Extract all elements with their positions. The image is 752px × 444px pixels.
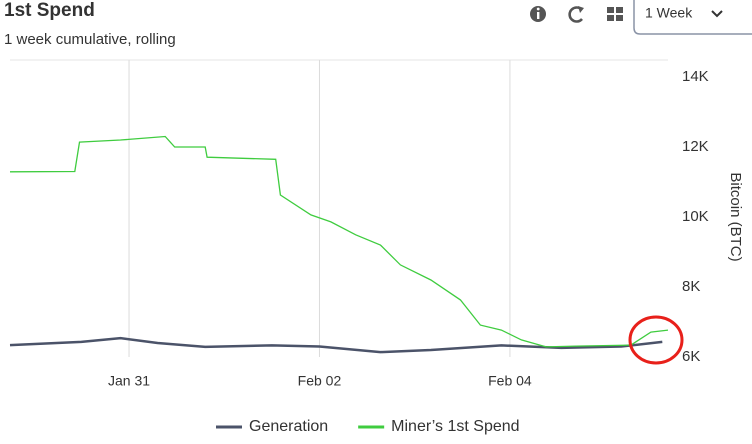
refresh-icon[interactable] [568,6,584,23]
y-tick-label: 14K [682,68,709,85]
chart-title: 1st Spend [4,0,95,21]
x-tick-label: Feb 04 [488,373,532,389]
y-axis-title: Bitcoin (BTC) [727,172,744,261]
range-dropdown[interactable]: 1 Week [633,0,752,35]
y-tick-label: 8K [682,278,700,295]
grid-icon[interactable] [607,7,623,21]
legend-label: Miner’s 1st Spend [391,418,519,435]
x-tick-label: Jan 31 [108,373,150,389]
x-tick-label: Feb 02 [298,373,342,389]
y-tick-label: 10K [682,208,709,225]
chart-subtitle: 1 week cumulative, rolling [4,31,176,48]
legend-label: Generation [249,418,328,435]
info-icon[interactable] [530,6,546,22]
dropdown-label: 1 Week [645,5,693,21]
y-tick-label: 12K [682,138,709,155]
highlight-circle [628,315,684,365]
series-line [9,336,663,354]
series-line [9,135,669,348]
y-tick-label: 6K [682,348,700,365]
